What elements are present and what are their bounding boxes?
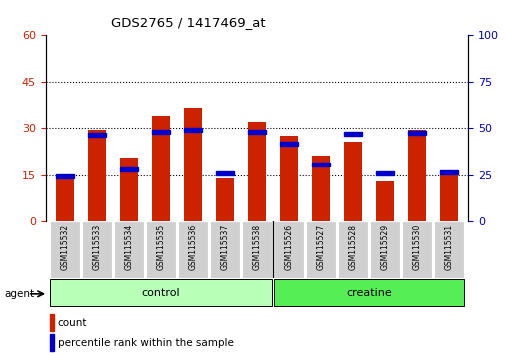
Text: GSM115534: GSM115534: [124, 224, 133, 270]
Bar: [407, 130, 425, 221]
FancyBboxPatch shape: [49, 221, 80, 278]
FancyBboxPatch shape: [273, 221, 303, 278]
FancyBboxPatch shape: [337, 221, 367, 278]
Text: GSM115537: GSM115537: [220, 224, 229, 270]
Text: GSM115530: GSM115530: [412, 224, 421, 270]
FancyBboxPatch shape: [145, 221, 175, 278]
Text: GSM115533: GSM115533: [92, 224, 101, 270]
FancyBboxPatch shape: [81, 221, 112, 278]
FancyBboxPatch shape: [114, 221, 143, 278]
Bar: [56, 179, 73, 221]
Bar: [375, 181, 393, 221]
Bar: [407, 131, 425, 135]
Bar: [88, 130, 106, 221]
Bar: [279, 142, 297, 146]
Bar: [88, 133, 106, 137]
Bar: [56, 174, 73, 178]
Text: GSM115531: GSM115531: [443, 224, 452, 270]
Bar: [439, 170, 457, 174]
Bar: [312, 163, 329, 166]
Bar: [216, 178, 233, 221]
Text: control: control: [141, 288, 180, 298]
Text: GDS2765 / 1417469_at: GDS2765 / 1417469_at: [111, 16, 266, 29]
Text: GSM115538: GSM115538: [252, 224, 261, 270]
Bar: [375, 171, 393, 175]
Bar: [439, 175, 457, 221]
Text: GSM115536: GSM115536: [188, 224, 197, 270]
FancyBboxPatch shape: [305, 221, 335, 278]
Text: GSM115535: GSM115535: [156, 224, 165, 270]
Bar: [312, 156, 329, 221]
FancyBboxPatch shape: [433, 221, 463, 278]
FancyBboxPatch shape: [273, 279, 463, 307]
FancyBboxPatch shape: [401, 221, 431, 278]
FancyBboxPatch shape: [369, 221, 399, 278]
Text: creatine: creatine: [345, 288, 391, 298]
Bar: [343, 132, 361, 136]
Text: GSM115526: GSM115526: [284, 224, 293, 270]
Bar: [247, 130, 265, 134]
Bar: [216, 171, 233, 175]
Text: count: count: [58, 318, 87, 328]
Bar: [49, 314, 54, 331]
Text: GSM115529: GSM115529: [380, 224, 388, 270]
Text: GSM115528: GSM115528: [347, 224, 357, 270]
FancyBboxPatch shape: [49, 279, 271, 307]
Bar: [152, 116, 169, 221]
Text: GSM115527: GSM115527: [316, 224, 325, 270]
Bar: [152, 130, 169, 134]
Bar: [120, 167, 137, 171]
Bar: [279, 136, 297, 221]
FancyBboxPatch shape: [241, 221, 271, 278]
FancyBboxPatch shape: [177, 221, 208, 278]
Bar: [120, 158, 137, 221]
Bar: [247, 122, 265, 221]
Text: percentile rank within the sample: percentile rank within the sample: [58, 337, 233, 348]
Bar: [49, 335, 54, 350]
Bar: [184, 129, 201, 132]
FancyBboxPatch shape: [210, 221, 239, 278]
Bar: [343, 142, 361, 221]
Text: GSM115532: GSM115532: [60, 224, 69, 270]
Bar: [184, 108, 201, 221]
Text: agent: agent: [4, 289, 34, 299]
